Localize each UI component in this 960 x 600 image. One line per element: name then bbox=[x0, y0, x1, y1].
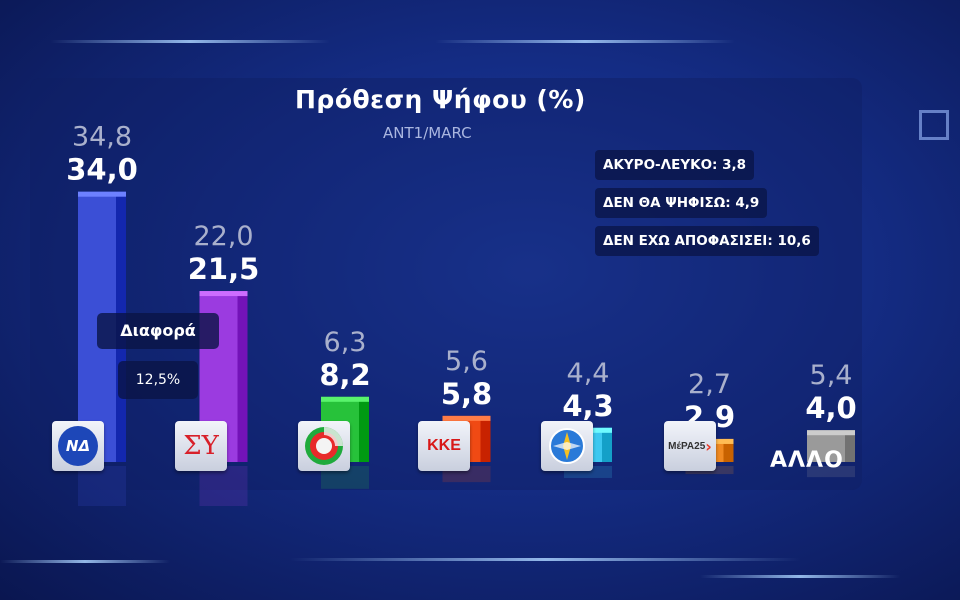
bar-side-4 bbox=[602, 427, 612, 462]
current-value-label: 21,5 bbox=[188, 252, 260, 286]
bar-top-0 bbox=[78, 191, 126, 197]
bar-reflection bbox=[321, 466, 369, 489]
bar-reflection bbox=[807, 466, 855, 478]
kke-logo-icon: ΚΚΕ bbox=[418, 421, 470, 471]
bar-top-3 bbox=[442, 415, 491, 421]
bar-side-5 bbox=[723, 438, 734, 462]
current-value-label: 34,0 bbox=[66, 153, 138, 187]
current-value-label: 4,3 bbox=[562, 389, 613, 423]
notes-panel: ΑΚΥΡΟ-ΛΕΥΚΟ: 3,8 ΔΕΝ ΘΑ ΨΗΦΙΣΩ: 4,9 ΔΕΝ … bbox=[595, 150, 835, 264]
nd-logo-icon: ΝΔ bbox=[52, 421, 104, 471]
note-wont-vote: ΔΕΝ ΘΑ ΨΗΦΙΣΩ: 4,9 bbox=[595, 188, 768, 218]
bar-reflection bbox=[564, 466, 612, 478]
light-streak bbox=[700, 575, 900, 578]
light-streak bbox=[435, 40, 735, 43]
mera25-logo-icon: ΜέΡΑ25 › bbox=[664, 421, 716, 471]
current-value-label: 4,0 bbox=[805, 391, 856, 425]
previous-value-label: 5,6 bbox=[445, 346, 488, 377]
previous-value-label: 5,4 bbox=[810, 360, 853, 391]
bar-side-2 bbox=[359, 396, 369, 462]
pasok-logo-icon bbox=[298, 421, 350, 471]
syriza-logo-icon: ΣΥ bbox=[175, 421, 227, 471]
allo-label: ΑΛΛΟ bbox=[770, 448, 844, 473]
note-undecided: ΔΕΝ ΕΧΩ ΑΠΟΦΑΣΙΣΕΙ: 10,6 bbox=[595, 226, 819, 256]
bar-side-6 bbox=[845, 430, 855, 462]
previous-value-label: 4,4 bbox=[567, 358, 610, 389]
difference-value: 12,5% bbox=[118, 361, 198, 399]
bar-side-1 bbox=[237, 291, 248, 462]
compass-logo-icon bbox=[541, 421, 593, 471]
previous-value-label: 34,8 bbox=[72, 122, 132, 153]
bar-top-2 bbox=[321, 396, 369, 402]
bar-top-1 bbox=[199, 291, 248, 297]
difference-label: Διαφορά bbox=[97, 313, 219, 349]
current-value-label: 5,8 bbox=[441, 377, 492, 411]
decorative-square bbox=[919, 110, 949, 140]
note-invalid: ΑΚΥΡΟ-ΛΕΥΚΟ: 3,8 bbox=[595, 150, 755, 180]
previous-value-label: 2,7 bbox=[688, 369, 731, 400]
current-value-label: 8,2 bbox=[319, 358, 370, 392]
chart-title: Πρόθεση Ψήφου (%) bbox=[295, 85, 586, 114]
light-streak bbox=[50, 40, 330, 43]
bar-side-3 bbox=[480, 415, 491, 462]
light-streak bbox=[290, 558, 800, 561]
bar-reflection bbox=[78, 466, 126, 506]
bar-top-6 bbox=[807, 430, 855, 436]
bar-reflection bbox=[199, 466, 248, 506]
previous-value-label: 6,3 bbox=[324, 327, 367, 358]
chart-source: ANT1/MARC bbox=[383, 124, 472, 142]
previous-value-label: 22,0 bbox=[193, 221, 253, 252]
light-streak bbox=[0, 560, 170, 563]
